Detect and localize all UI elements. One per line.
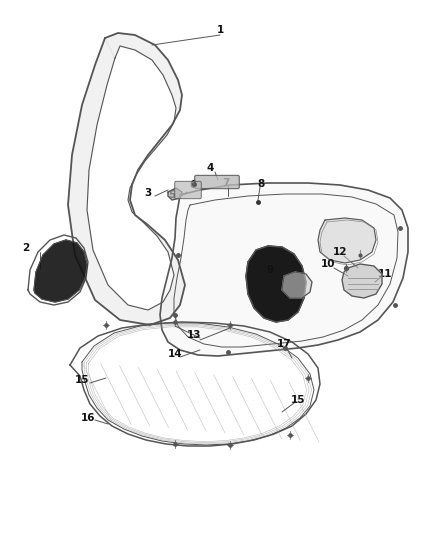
Text: 12: 12: [333, 247, 347, 257]
Text: 3: 3: [145, 188, 152, 198]
Text: 13: 13: [187, 330, 201, 340]
Text: 8: 8: [258, 179, 265, 189]
Text: 11: 11: [378, 269, 392, 279]
Polygon shape: [282, 272, 312, 298]
Text: 1: 1: [216, 25, 224, 35]
Text: 15: 15: [291, 395, 305, 405]
Polygon shape: [246, 246, 306, 322]
FancyBboxPatch shape: [194, 175, 239, 189]
Text: 5: 5: [168, 190, 176, 200]
Polygon shape: [68, 33, 185, 325]
Polygon shape: [34, 240, 87, 302]
Text: 14: 14: [168, 349, 182, 359]
Text: 7: 7: [223, 178, 230, 188]
Polygon shape: [160, 183, 408, 356]
Text: 17: 17: [277, 339, 291, 349]
Text: 4: 4: [206, 163, 214, 173]
Polygon shape: [342, 264, 382, 298]
FancyBboxPatch shape: [175, 181, 201, 199]
Text: 2: 2: [22, 243, 30, 253]
Text: 10: 10: [321, 259, 335, 269]
Text: 16: 16: [81, 413, 95, 423]
Polygon shape: [168, 188, 182, 200]
Text: 15: 15: [75, 375, 89, 385]
Text: 9: 9: [266, 265, 274, 275]
Polygon shape: [318, 218, 376, 263]
Text: 6: 6: [189, 180, 197, 190]
